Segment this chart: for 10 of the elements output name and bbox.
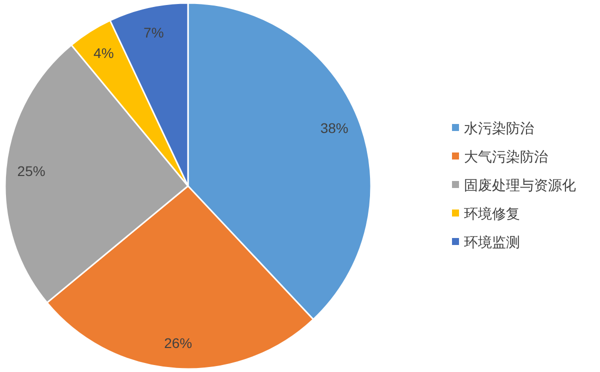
data-label: 38% xyxy=(320,120,348,136)
data-label: 7% xyxy=(144,24,164,40)
legend-label: 水污染防治 xyxy=(464,120,534,136)
data-label: 26% xyxy=(164,335,192,352)
data-label: 4% xyxy=(94,45,114,62)
data-label: 25% xyxy=(17,163,46,180)
legend-label: 固废处理与资源化 xyxy=(464,177,576,193)
legend-label: 环境监测 xyxy=(464,234,520,250)
legend-label: 大气污染防治 xyxy=(464,148,548,164)
legend-label: 环境修复 xyxy=(464,206,520,222)
